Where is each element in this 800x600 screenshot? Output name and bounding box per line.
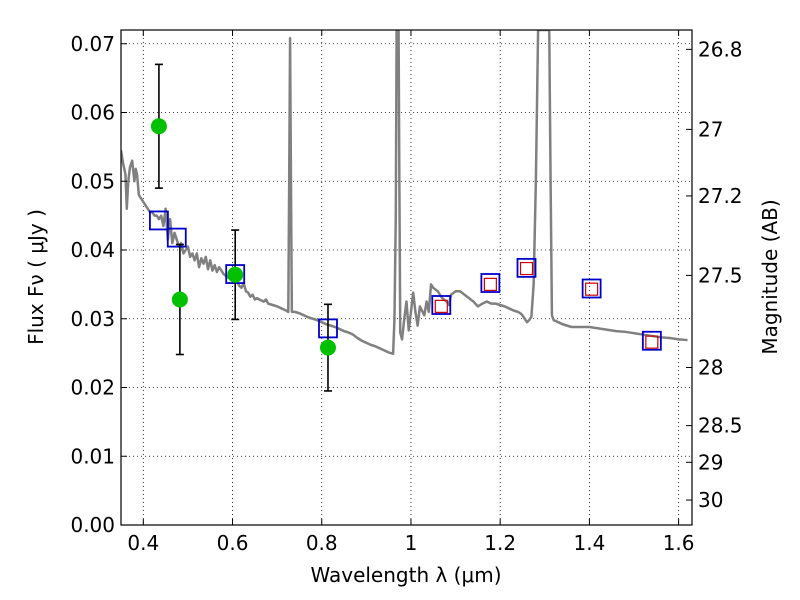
y-axis-label: Flux Fν ( μJy ) [24,209,48,345]
y-tick-label: 0.06 [70,101,115,125]
observed-point [150,118,167,135]
mag-tick-label: 29 [698,450,723,474]
mag-tick-label: 27 [698,117,723,141]
y-tick-label: 0.00 [70,513,115,537]
model-band-square [581,278,602,299]
x-tick-label: 1.2 [484,531,516,555]
predicted-band-square [434,299,448,313]
model-band-square [149,210,169,231]
predicted-band-square [483,277,497,291]
plot-frame [120,29,693,526]
grid [121,30,692,525]
x-tick-label: 1.4 [573,531,605,555]
x-axis-label: Wavelength λ (μm) [310,563,501,587]
x-tick-label: 0.6 [217,531,249,555]
observed-point [227,266,244,283]
y-tick-label: 0.03 [70,307,115,331]
y-tick-label: 0.07 [70,32,115,56]
x-tick-label: 1.6 [663,531,695,555]
model-band-square [166,227,187,248]
y-tick-label: 0.02 [70,376,115,400]
model-band-square [641,330,662,351]
predicted-band-square [585,282,599,296]
mag-tick-label: 30 [698,488,723,512]
predicted-band-square [519,261,534,276]
axis-ticks: 0.4 0.6 0.8 1 1.2 1.4 1.6 0.00 0.01 0.02 0.03 0.04 0… [70,30,743,555]
x-tick-label: 0.4 [127,531,159,555]
mag-tick-label: 26.8 [698,37,743,61]
x-tick-label: 0.8 [306,531,338,555]
y-tick-label: 0.04 [70,238,115,262]
mag-tick-label: 27.5 [698,263,743,287]
model-band-square [480,273,501,293]
model-band-square [516,257,537,278]
model-band-square [431,295,452,315]
mag-tick-label: 27.2 [698,184,743,208]
predicted-band-square [645,335,659,349]
observed-point [171,291,188,308]
y-tick-label: 0.01 [70,444,115,468]
mag-tick-label: 28.5 [698,414,743,438]
y-axis-right-label: Magnitude (AB) [758,199,782,354]
x-tick-label: 1 [405,531,418,555]
mag-tick-label: 28 [698,356,723,380]
y-tick-label: 0.05 [70,169,115,193]
marker-layer [149,63,662,392]
observed-point [319,339,336,356]
